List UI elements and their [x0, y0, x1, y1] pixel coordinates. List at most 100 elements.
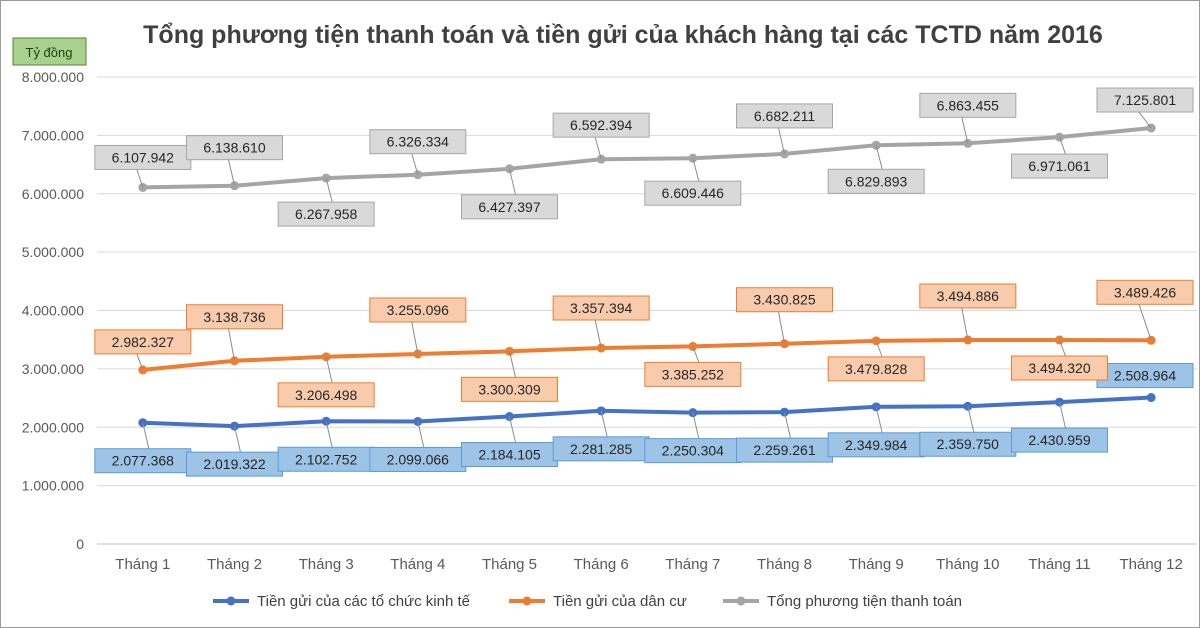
- data-label-text: 2.250.304: [662, 443, 724, 459]
- data-label-box: [94, 329, 192, 355]
- data-label-text: 6.863.455: [937, 97, 999, 113]
- legend-item: Tiền gửi của các tổ chức kinh tế: [213, 593, 471, 610]
- data-label-leader: [417, 421, 425, 448]
- data-label-text: 3.357.394: [570, 300, 632, 316]
- data-label-text: 3.489.426: [1114, 284, 1176, 300]
- data-label-box: [369, 297, 467, 323]
- data-label-box: [1011, 427, 1108, 453]
- data-label: 2.250.304: [644, 438, 742, 464]
- data-label-text: 2.184.105: [478, 447, 540, 463]
- data-label: 6.829.893: [827, 168, 925, 194]
- data-label-leader: [509, 416, 516, 443]
- data-label: 2.508.964: [1096, 363, 1194, 389]
- series-line: [140, 338, 1154, 372]
- data-label: 3.494.886: [919, 283, 1017, 309]
- data-label-leader: [1059, 136, 1066, 155]
- series-line: [140, 126, 1154, 190]
- data-label-box: [919, 283, 1017, 309]
- y-tick-label: 6.000.000: [22, 186, 84, 202]
- data-label: 3.479.828: [827, 356, 925, 382]
- data-label-text: 6.107.942: [112, 149, 174, 165]
- data-label-leader: [594, 319, 602, 349]
- data-label-text: 6.138.610: [203, 140, 265, 156]
- unit-label: Tỷ đồng: [26, 45, 73, 60]
- data-label: 7.125.801: [1096, 87, 1194, 113]
- data-label: 2.349.984: [827, 432, 925, 458]
- data-label: 2.184.105: [461, 442, 558, 468]
- data-label-leader: [509, 168, 516, 195]
- data-label-leader: [234, 426, 241, 453]
- data-label-box: [919, 431, 1017, 457]
- data-label-leader: [961, 307, 969, 341]
- data-label-text: 6.971.061: [1028, 158, 1090, 174]
- x-tick-label: Tháng 9: [849, 556, 904, 573]
- y-tick-label: 7.000.000: [22, 127, 84, 143]
- data-label: 3.385.252: [644, 361, 742, 387]
- data-label: 2.102.752: [277, 446, 375, 472]
- data-label: 2.359.750: [919, 431, 1017, 457]
- data-label-text: 6.682.211: [754, 108, 815, 124]
- data-label-text: 2.281.285: [570, 441, 632, 457]
- data-label-text: 6.592.394: [570, 117, 632, 133]
- data-label: 6.138.610: [186, 135, 283, 161]
- data-label-leader: [594, 137, 602, 160]
- data-label-text: 3.494.886: [937, 288, 999, 304]
- data-label: 3.357.394: [552, 295, 650, 321]
- data-label-box: [369, 446, 467, 472]
- data-label: 6.107.942: [94, 144, 192, 170]
- x-tick-label: Tháng 2: [207, 556, 262, 573]
- data-label-box: [1011, 355, 1108, 381]
- y-tick-label: 3.000.000: [22, 361, 84, 377]
- data-label-box: [552, 295, 650, 321]
- data-label-text: 3.430.825: [753, 292, 815, 308]
- data-label: 3.206.498: [277, 382, 375, 408]
- y-tick-label: 8.000.000: [22, 69, 84, 85]
- data-label-text: 3.138.736: [203, 309, 265, 325]
- unit-label-box: Tỷ đồng: [12, 37, 87, 66]
- data-label-text: 3.255.096: [387, 302, 449, 318]
- data-label-text: 2.259.261: [753, 442, 815, 458]
- data-label-text: 2.982.327: [112, 334, 174, 350]
- data-label-text: 3.300.309: [478, 381, 540, 397]
- x-tick-label: Tháng 6: [574, 556, 629, 573]
- data-label-text: 6.427.397: [478, 199, 540, 215]
- data-label-box: [1096, 363, 1194, 389]
- data-label-text: 6.267.958: [295, 206, 357, 222]
- y-tick-label: 5.000.000: [22, 244, 84, 260]
- data-label-box: [552, 112, 650, 138]
- data-label-text: 3.385.252: [662, 366, 724, 382]
- data-label-leader: [692, 346, 700, 363]
- data-label-box: [94, 448, 192, 474]
- data-label-box: [277, 382, 375, 408]
- data-label-box: [461, 442, 558, 468]
- legend-marker: [522, 596, 532, 606]
- data-label-box: [919, 92, 1017, 118]
- data-label: 6.592.394: [552, 112, 650, 138]
- data-label-leader: [411, 321, 419, 355]
- y-axis-tick-labels: 0 1.000.000 2.000.000 3.000.000 4.000.000 5.0…: [22, 69, 85, 552]
- data-label-leader: [692, 158, 700, 182]
- data-label-leader: [1138, 304, 1152, 341]
- data-label-text: 2.430.959: [1028, 432, 1090, 448]
- data-label-box: [827, 356, 925, 382]
- data-label-text: 2.102.752: [295, 451, 357, 467]
- data-label-leader: [1138, 111, 1152, 129]
- x-tick-label: Tháng 10: [936, 556, 999, 573]
- data-label-leader: [778, 311, 785, 344]
- data-label: 6.863.455: [919, 92, 1017, 118]
- data-label: 3.430.825: [736, 287, 833, 313]
- data-label-leader: [875, 340, 883, 358]
- data-label: 3.138.736: [186, 304, 283, 330]
- data-label: 3.489.426: [1096, 279, 1194, 305]
- x-axis-tick-labels: Tháng 1 Tháng 2 Tháng 3 Tháng 4 Tháng 5 Tháng…: [115, 556, 1183, 573]
- data-label-text: 6.326.334: [387, 134, 449, 150]
- data-label-leader: [600, 410, 608, 437]
- data-label-leader: [1059, 401, 1066, 429]
- data-label-box: [644, 180, 742, 206]
- data-label-box: [1011, 153, 1108, 179]
- data-label: 6.326.334: [369, 129, 467, 155]
- data-label-box: [736, 437, 833, 463]
- data-point: [1146, 393, 1156, 403]
